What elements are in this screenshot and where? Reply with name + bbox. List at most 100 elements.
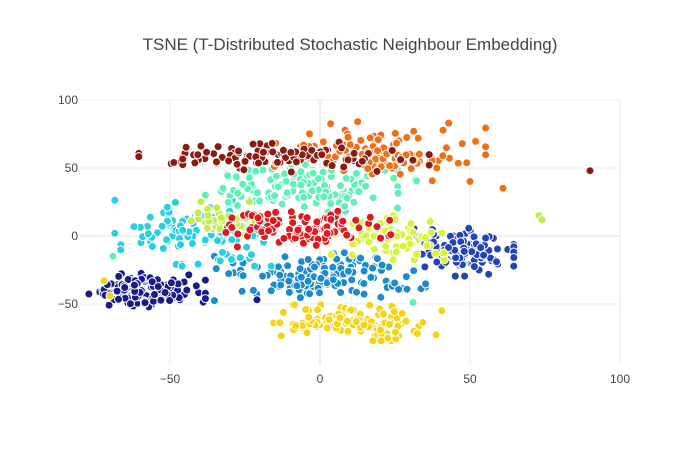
scatter-point [368,336,378,346]
scatter-point [424,150,434,160]
scatter-point [392,138,401,148]
scatter-point [345,140,355,149]
scatter-point [465,177,475,186]
x-tick-label: 100 [610,372,630,386]
scatter-point [471,136,481,146]
scatter-point [313,305,323,315]
scatter-point [450,271,460,281]
scatter-point [84,289,94,299]
scatter-point [302,328,312,338]
scatter-point [238,179,248,189]
scatter-point [388,255,398,265]
scatter-point [258,147,268,157]
scatter-point [432,257,442,267]
scatter-point [393,203,403,213]
scatter-point [391,247,401,257]
scatter-point [364,237,374,247]
scatter-point [359,279,369,288]
scatter-point [304,224,314,234]
scatter-point [356,253,366,263]
scatter-point [252,295,262,305]
scatter-point [413,133,423,143]
scatter-point [326,199,336,208]
y-tick-label: −50 [58,297,79,311]
scatter-point [273,262,283,272]
scatter-point [376,292,386,302]
scatter-point [322,229,332,238]
scatter-point [398,241,408,251]
scatter-point [333,206,343,216]
scatter-point [406,219,416,229]
scatter-point [120,283,130,292]
scatter-point [365,300,375,310]
scatter-point [186,216,196,226]
scatter-point [372,166,382,176]
axis-ticks: −50 0 50 100 −50 0 50 100 [58,93,631,386]
scatter-point [421,279,431,289]
scatter-point [303,276,313,286]
scatter-point [221,228,231,237]
scatter-point [425,217,435,227]
scatter-point [328,262,338,272]
scatter-point [286,147,296,157]
scatter-point [212,157,221,167]
scatter-point [266,261,276,271]
scatter-point [187,239,197,248]
scatter-point [145,212,155,222]
scatter-point [459,246,469,256]
scatter-point [386,230,396,240]
scatter-point [537,215,547,225]
scatter-point [191,281,201,291]
scatter-point [223,171,233,181]
scatter-point [335,313,345,323]
scatter-point [200,190,210,200]
scatter-point [248,285,258,295]
scatter-point [239,165,249,175]
scatter-point [401,316,411,326]
scatter-point [376,233,386,243]
scatter-point [390,128,400,138]
scatter-point [311,240,321,250]
scatter-point [292,281,302,291]
scatter-point [351,215,361,225]
scatter-point [227,223,237,232]
scatter-point [99,276,109,286]
scatter-point [282,188,292,198]
scatter-point [354,187,364,196]
scatter-point [408,155,418,165]
scatter-point [385,215,395,225]
scatter-point [498,183,508,193]
scatter-point [420,233,430,242]
scatter-point [385,319,394,329]
scatter-points [84,117,595,346]
x-tick-label: 0 [317,372,324,386]
scatter-point [166,278,176,288]
y-tick-label: 100 [58,93,78,107]
scatter-point [343,155,353,165]
scatter-point [114,271,124,281]
scatter-point [412,329,422,339]
scatter-point [343,316,352,326]
scatter-point [411,249,421,259]
scatter-point [339,248,349,258]
scatter-point [271,171,281,181]
scatter-point [105,291,115,301]
scatter-point [431,248,441,258]
scatter-point [110,195,120,205]
scatter-point [326,250,336,260]
scatter-point [212,203,222,213]
scatter-point [389,307,399,317]
x-tick-label: −50 [160,372,181,386]
scatter-point [254,158,263,168]
scatter-point [182,285,192,295]
scatter-point [343,326,353,336]
scatter-point [284,276,294,286]
scatter-point [424,160,434,170]
scatter-point [158,244,168,253]
scatter-point [376,325,385,335]
scatter-point [378,309,388,319]
y-tick-label: 0 [71,229,78,243]
scatter-point [301,304,311,314]
scatter-point [402,284,412,294]
